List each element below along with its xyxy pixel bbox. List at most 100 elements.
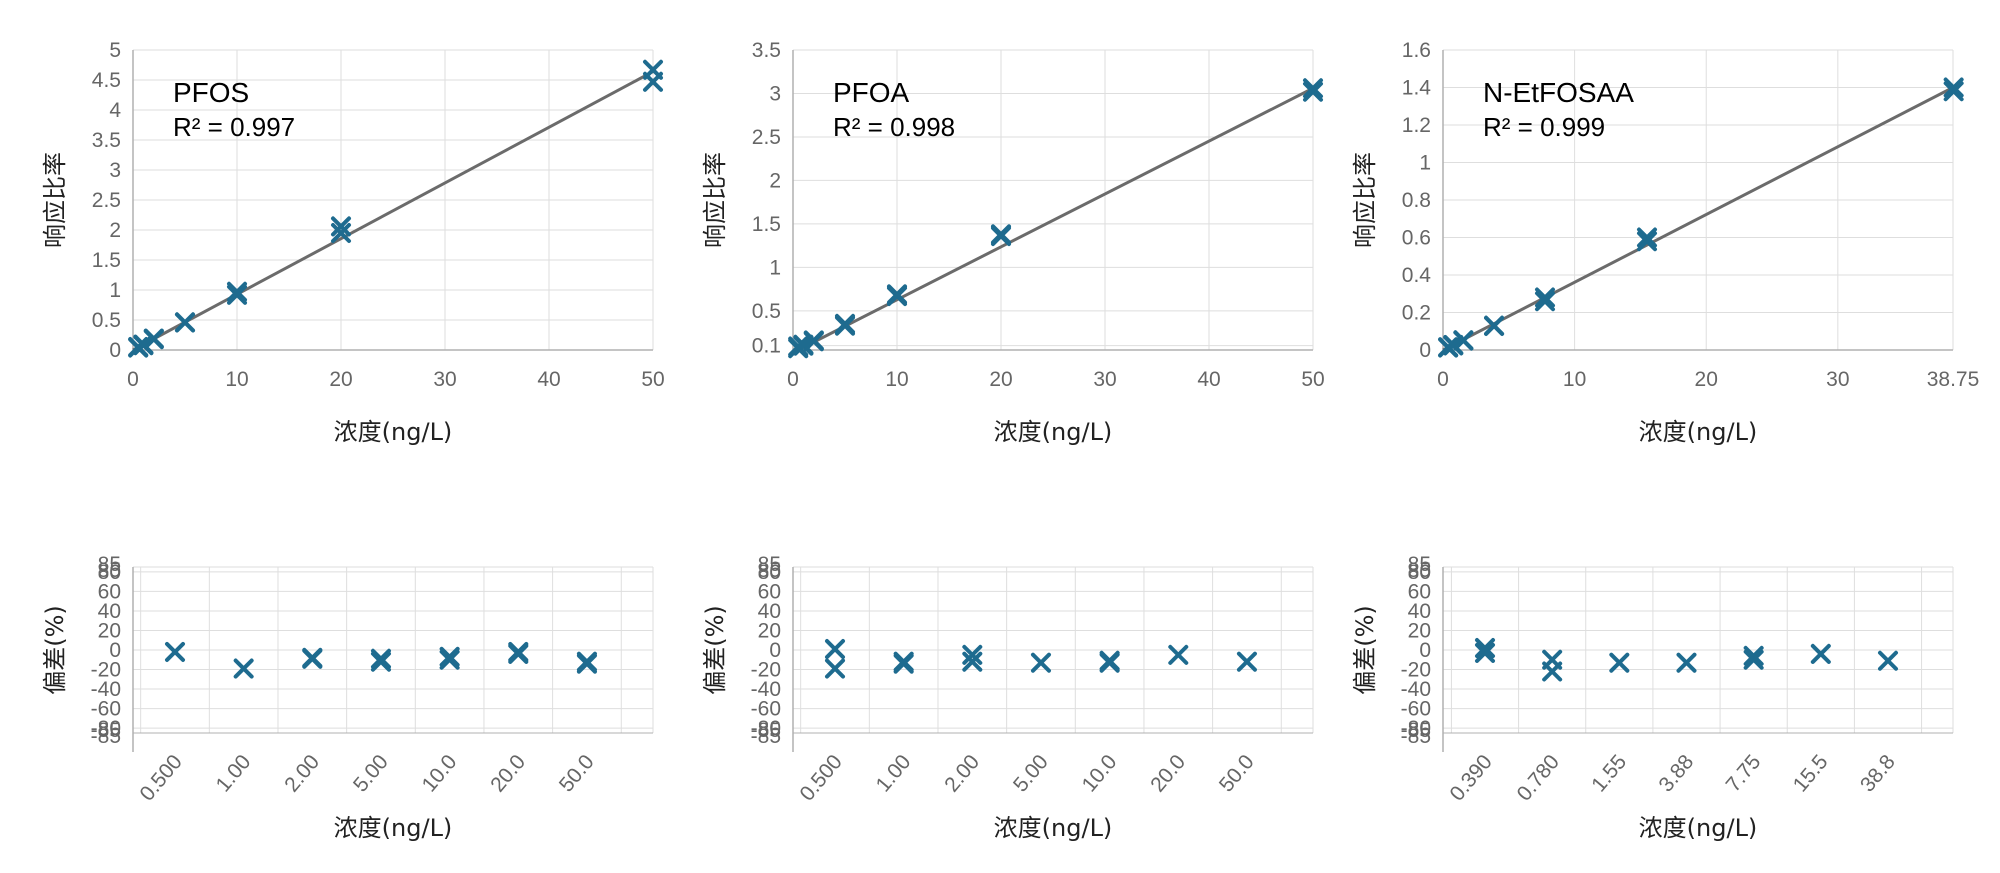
y-tick-label: 2 bbox=[769, 169, 781, 192]
y-tick-label-overlap: -85 bbox=[91, 725, 121, 748]
x-tick-label: 20 bbox=[989, 368, 1012, 391]
data-point-stroke-b bbox=[1743, 649, 1764, 670]
data-point bbox=[133, 335, 154, 356]
data-point bbox=[1743, 645, 1764, 666]
x-category-label: 0.500 bbox=[135, 750, 186, 805]
data-point-stroke-b bbox=[1443, 335, 1464, 356]
data-point bbox=[643, 71, 663, 92]
x-axis-title: 浓度(ng/L) bbox=[1639, 418, 1758, 446]
data-point-stroke-b bbox=[1877, 650, 1898, 671]
y-tick-label: 4.5 bbox=[92, 69, 121, 92]
x-category-label: 0.390 bbox=[1445, 750, 1496, 805]
x-tick-label: 40 bbox=[1197, 368, 1220, 391]
y-tick-label-overlap: -85 bbox=[1401, 725, 1431, 748]
x-tick-label: 10 bbox=[1563, 368, 1586, 391]
y-tick-label-overlap: 85 bbox=[98, 553, 121, 576]
y-tick-label-overlap: 85 bbox=[98, 559, 121, 582]
data-point bbox=[331, 223, 351, 243]
x-category-label: 20.0 bbox=[486, 750, 530, 796]
x-tick-label: 10 bbox=[885, 368, 908, 391]
y-tick-label-overlap: 85 bbox=[758, 559, 781, 582]
data-point bbox=[1676, 652, 1697, 673]
data-point-stroke-b bbox=[1236, 651, 1257, 672]
x-axis-title: 浓度(ng/L) bbox=[334, 418, 453, 446]
y-tick-label: 0.1 bbox=[752, 335, 781, 358]
data-point bbox=[439, 646, 460, 667]
y-tick-label: -80 bbox=[1401, 717, 1431, 740]
y-axis-title: 响应比率 bbox=[1351, 152, 1379, 248]
data-point-stroke-b bbox=[835, 315, 855, 336]
y-tick-label: 5 bbox=[109, 39, 121, 62]
data-point-stroke-b bbox=[643, 71, 663, 92]
y-tick-label: 1.4 bbox=[1402, 77, 1432, 100]
data-point-stroke-b bbox=[331, 223, 351, 243]
data-point-stroke-b bbox=[1542, 661, 1563, 682]
data-point-stroke-b bbox=[1535, 291, 1555, 312]
y-tick-label: -60 bbox=[91, 698, 121, 721]
data-point-stroke-b bbox=[1475, 638, 1495, 659]
data-point-stroke-b bbox=[1743, 645, 1764, 666]
r-squared-label: R² = 0.999 bbox=[1483, 112, 1605, 142]
x-category-label: 10.0 bbox=[418, 750, 462, 796]
x-tick-label: 0 bbox=[1437, 368, 1449, 391]
y-tick-label-overlap: 85 bbox=[758, 553, 781, 576]
data-point bbox=[1535, 291, 1555, 312]
data-point bbox=[1542, 661, 1563, 682]
data-point-stroke-b bbox=[227, 281, 247, 302]
y-tick-label: 0.6 bbox=[1402, 227, 1431, 250]
y-tick-label: 0.5 bbox=[92, 309, 121, 332]
data-point-stroke-b bbox=[439, 646, 460, 667]
y-tick-label: 40 bbox=[758, 600, 781, 623]
y-tick-label-overlap: 85 bbox=[1408, 553, 1431, 576]
data-point-stroke-b bbox=[825, 639, 845, 660]
data-point-stroke-b bbox=[370, 648, 391, 669]
data-point bbox=[302, 648, 323, 669]
data-point-stroke-b bbox=[175, 312, 195, 333]
x-tick-label: 30 bbox=[1826, 368, 1849, 391]
data-point bbox=[1877, 650, 1898, 671]
y-tick-label: -80 bbox=[91, 717, 121, 740]
x-tick-label: 40 bbox=[537, 368, 560, 391]
y-tick-label: 0.4 bbox=[1402, 264, 1432, 287]
data-point bbox=[1943, 77, 1964, 98]
y-tick-label: -20 bbox=[1401, 659, 1431, 682]
data-point bbox=[143, 328, 164, 349]
y-tick-label: 20 bbox=[98, 619, 121, 642]
data-point-stroke-b bbox=[893, 653, 914, 674]
data-point bbox=[175, 312, 195, 333]
y-axis-title: 响应比率 bbox=[41, 152, 69, 248]
fit-line bbox=[132, 70, 654, 352]
y-tick-label: 0 bbox=[1419, 639, 1431, 662]
y-axis-title: 偏差(%) bbox=[701, 605, 729, 695]
data-point-stroke-b bbox=[962, 651, 983, 672]
data-point-stroke-b bbox=[1943, 77, 1964, 98]
x-category-label: 50.0 bbox=[1215, 750, 1259, 796]
y-tick-label: 40 bbox=[98, 600, 121, 623]
y-tick-label: 0.2 bbox=[1402, 302, 1431, 325]
data-point-stroke-b bbox=[439, 649, 460, 670]
data-point bbox=[1475, 642, 1495, 663]
x-category-label: 10.0 bbox=[1078, 750, 1122, 796]
x-category-label: 1.00 bbox=[872, 750, 916, 796]
chart-title: N-EtFOSAA bbox=[1483, 77, 1634, 108]
data-point bbox=[1535, 287, 1555, 308]
data-point bbox=[1303, 81, 1323, 102]
data-point bbox=[1743, 649, 1764, 670]
data-point bbox=[825, 639, 845, 660]
data-point bbox=[962, 644, 983, 665]
data-point-stroke-b bbox=[1303, 81, 1323, 102]
calibration-chart-3: 0 0.2 0.4 0.6 0.8 1 1.2 1.4 1.6 0 10 20 30 38.75 N-EtF… bbox=[1351, 39, 1979, 446]
x-tick-label: 20 bbox=[1695, 368, 1718, 391]
data-point bbox=[227, 281, 247, 302]
data-point bbox=[233, 658, 254, 679]
data-point-stroke-b bbox=[165, 641, 185, 662]
y-tick-label: 1 bbox=[769, 256, 781, 279]
y-axis-title: 响应比率 bbox=[701, 152, 729, 248]
y-tick-label: 0 bbox=[109, 339, 121, 362]
y-tick-label: 40 bbox=[1408, 600, 1431, 623]
data-point bbox=[439, 649, 460, 670]
chart-title: PFOA bbox=[833, 77, 910, 108]
data-point bbox=[508, 643, 529, 664]
